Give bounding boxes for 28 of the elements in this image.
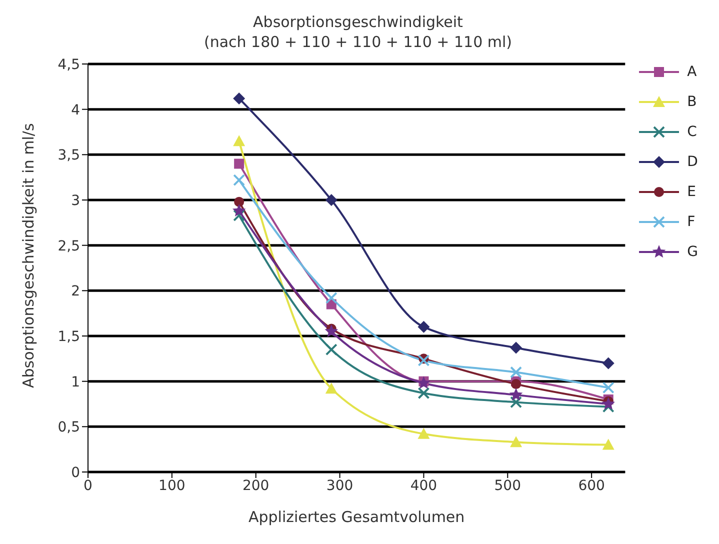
y-tick-label: 3,5 <box>58 148 80 164</box>
y-tick-label: 1 <box>71 374 80 390</box>
legend-label: G <box>687 244 698 260</box>
legend-label: A <box>687 64 697 80</box>
x-tick-label: 300 <box>326 478 354 494</box>
legend-label: B <box>687 94 697 110</box>
x-tick-label: 200 <box>242 478 270 494</box>
y-tick-label: 2 <box>71 284 80 300</box>
chart-title: Absorptionsgeschwindigkeit <box>252 12 464 32</box>
x-tick-label: 100 <box>158 478 186 494</box>
chart-subtitle: (nach 180 + 110 + 110 + 110 + 110 ml) <box>202 32 514 52</box>
y-tick-label: 4 <box>71 102 80 118</box>
y-tick-label: 0,5 <box>58 420 80 436</box>
y-axis-title: Absorptionsgeschwindigkeit in ml/s <box>19 123 38 388</box>
legend-label: F <box>687 214 696 230</box>
y-tick-label: 4,5 <box>58 56 80 73</box>
y-tick-label: 3 <box>71 192 80 209</box>
x-tick-label: 0 <box>84 478 92 494</box>
y-tick-label: 1,5 <box>58 328 80 345</box>
x-tick-label: 500 <box>494 478 522 494</box>
y-tick-label: 0 <box>71 464 80 481</box>
x-tick-label: 600 <box>578 478 605 494</box>
legend-label: D <box>687 154 698 170</box>
legend-label: E <box>687 184 696 200</box>
x-axis-title: Appliziertes Gesamtvolumen <box>248 508 465 526</box>
y-tick-label: 2,5 <box>58 238 80 254</box>
x-tick-label: 400 <box>410 478 438 494</box>
legend-label: C <box>687 124 697 140</box>
